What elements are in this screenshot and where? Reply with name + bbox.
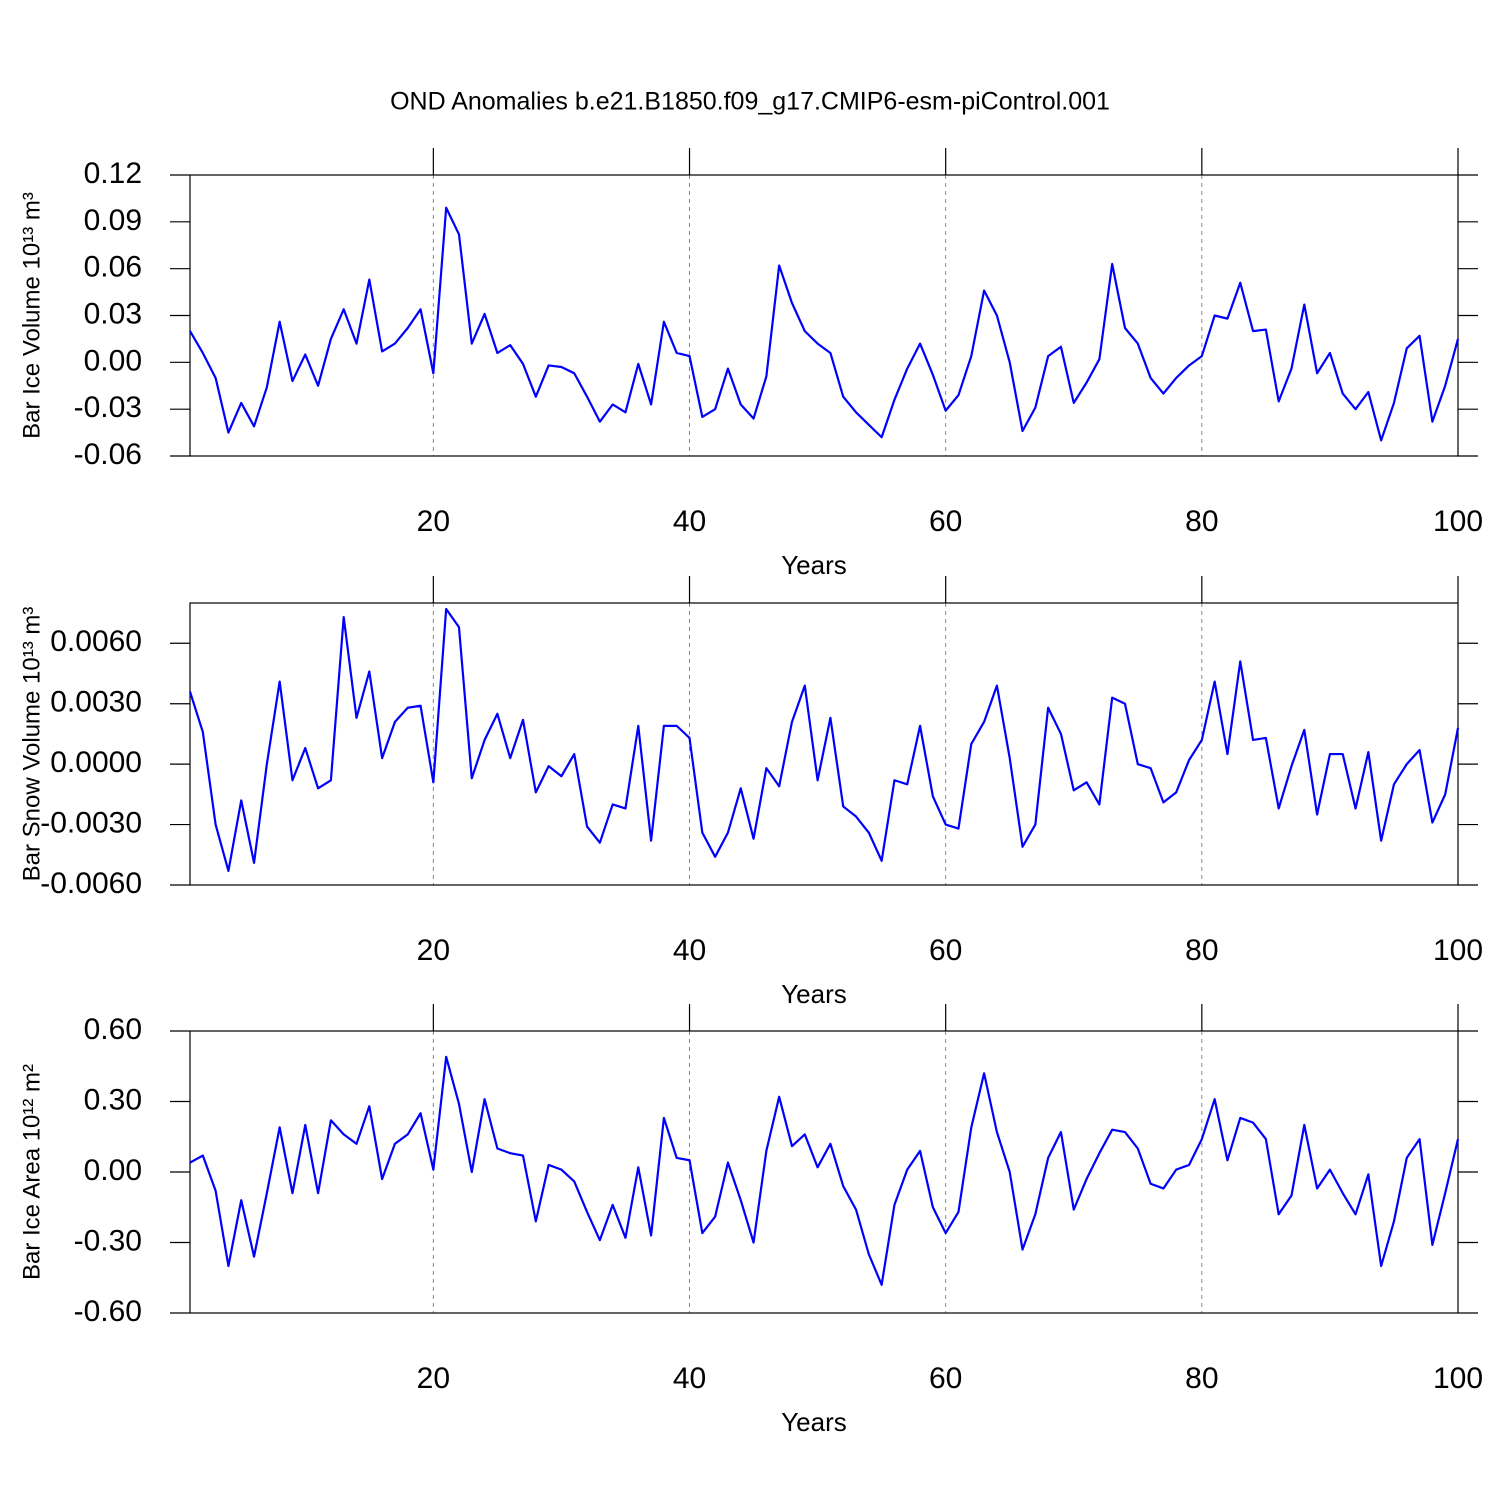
x-tick-label: 100 [1433,934,1483,967]
y-tick-label: -0.03 [74,391,142,424]
x-tick-label: 40 [673,505,706,538]
x-axis-label: Years [781,979,847,1009]
y-tick-label: 0.06 [84,251,142,284]
y-tick-label: 0.00 [84,1154,142,1187]
x-axis-label: Years [781,1407,847,1437]
x-tick-label: 100 [1433,505,1483,538]
x-tick-label: 20 [417,1362,450,1395]
y-tick-label: -0.60 [74,1295,142,1328]
x-tick-label: 60 [929,1362,962,1395]
plot-frame [189,1030,1459,1314]
x-tick-label: 80 [1185,505,1218,538]
plot-frame [189,174,1459,457]
x-tick-label: 60 [929,505,962,538]
data-line [188,607,1460,872]
x-tick-label: 60 [929,934,962,967]
y-tick-label: 0.0030 [50,686,142,719]
x-tick-label: 20 [417,505,450,538]
y-tick-label: -0.06 [74,438,142,471]
x-tick-label: 40 [673,934,706,967]
y-axis-label: Bar Ice Area 10¹² m² [18,1064,45,1280]
x-tick-label: 40 [673,1362,706,1395]
y-tick-label: 0.12 [84,157,142,190]
y-tick-label: 0.30 [84,1083,142,1116]
y-axis-label: Bar Snow Volume 10¹³ m³ [18,607,45,882]
y-axis-label: Bar Ice Volume 10¹³ m³ [18,192,45,439]
y-tick-label: 0.03 [84,297,142,330]
y-tick-label: 0.00 [84,344,142,377]
x-tick-label: 20 [417,934,450,967]
x-tick-label: 100 [1433,1362,1483,1395]
y-tick-label: -0.30 [74,1224,142,1257]
x-axis-label: Years [781,550,847,580]
data-line [189,1055,1460,1286]
chart-title: OND Anomalies b.e21.B1850.f09_g17.CMIP6-… [390,88,1110,116]
y-tick-label: -0.0030 [40,806,142,839]
y-tick-label: 0.0000 [50,746,142,779]
y-tick-label: 0.0060 [50,625,142,658]
y-tick-label: 0.60 [84,1013,142,1046]
plot-frame [189,602,1459,886]
y-tick-label: -0.0060 [40,867,142,900]
y-tick-label: 0.09 [84,204,142,237]
data-line [189,206,1460,442]
x-tick-label: 80 [1185,934,1218,967]
x-tick-label: 80 [1185,1362,1218,1395]
